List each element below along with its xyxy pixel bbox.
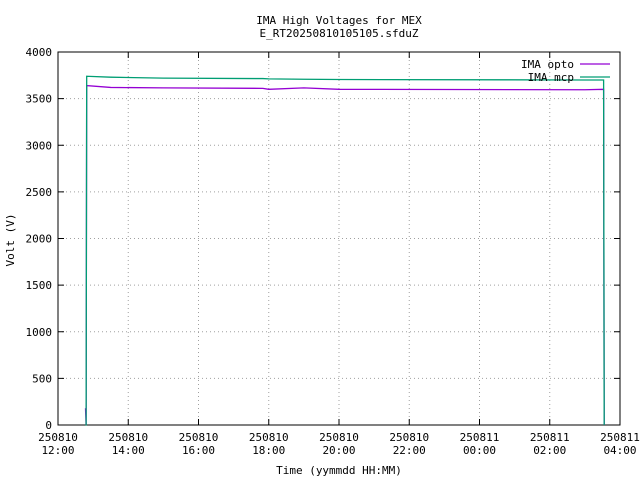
y-tick-label: 3000 xyxy=(26,139,53,152)
x-tick-label: 250811 02:00 xyxy=(530,431,570,457)
y-tick-label: 0 xyxy=(45,419,52,432)
x-tick-label: 250810 12:00 xyxy=(38,431,78,457)
legend-label: IMA opto xyxy=(521,58,574,71)
data-line xyxy=(85,75,605,426)
y-tick-label: 500 xyxy=(32,372,52,385)
chart-subtitle: E_RT20250810105105.sfduZ xyxy=(260,27,419,40)
y-tick-label: 2500 xyxy=(26,186,53,199)
x-tick-label: 250810 14:00 xyxy=(108,431,148,457)
chart-title: IMA High Voltages for MEX xyxy=(256,14,422,27)
x-tick-label: 250811 04:00 xyxy=(600,431,640,457)
x-tick-label: 250811 00:00 xyxy=(460,431,500,457)
plot-frame xyxy=(57,51,621,426)
y-tick-label: 4000 xyxy=(26,46,53,59)
x-tick-label: 250810 18:00 xyxy=(249,431,289,457)
y-tick-label: 1000 xyxy=(26,326,53,339)
x-tick-label: 250810 16:00 xyxy=(179,431,219,457)
y-tick-label: 3500 xyxy=(26,93,53,106)
x-axis-label: Time (yymmdd HH:MM) xyxy=(276,464,402,477)
y-tick-label: 2000 xyxy=(26,233,53,246)
y-tick-label: 1500 xyxy=(26,279,53,292)
x-tick-label: 250810 20:00 xyxy=(319,431,359,457)
y-axis-label: Volt (V) xyxy=(4,214,17,267)
x-tick-label: 250810 22:00 xyxy=(389,431,429,457)
legend-label: IMA mcp xyxy=(528,71,574,84)
